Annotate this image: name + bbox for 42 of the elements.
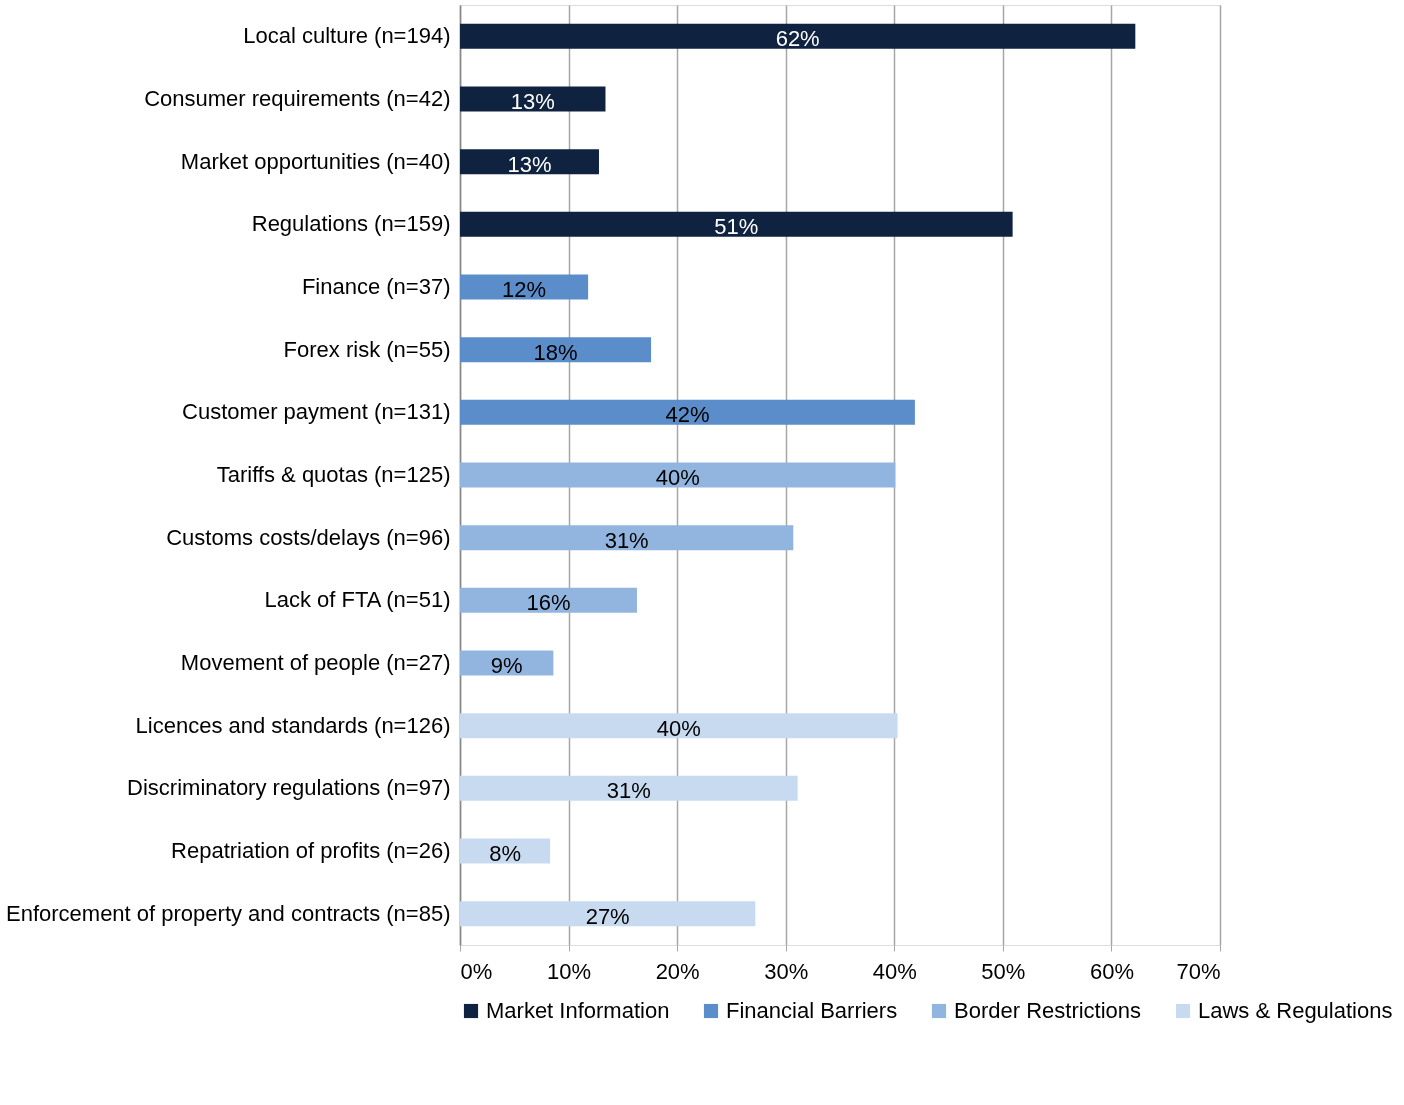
y-tick-label: Enforcement of property and contracts (n=85) bbox=[5, 900, 451, 926]
data-label: 42% bbox=[665, 402, 710, 428]
x-tick-label: 10% bbox=[547, 958, 592, 984]
data-label: 13% bbox=[510, 89, 555, 114]
y-tick-label: Tariffs & quotas (n=125) bbox=[216, 462, 451, 487]
y-tick-label: Local culture (n=194) bbox=[243, 23, 451, 49]
x-tick-label: 70% bbox=[1176, 958, 1221, 984]
data-label: 8% bbox=[489, 841, 521, 866]
x-tick-label: 40% bbox=[872, 958, 917, 984]
data-label: 13% bbox=[507, 151, 552, 177]
y-tick-label: Regulations (n=159) bbox=[251, 211, 451, 237]
data-label: 12% bbox=[502, 277, 547, 302]
data-label: 40% bbox=[655, 465, 700, 490]
y-tick-label: Finance (n=37) bbox=[301, 274, 451, 299]
legend-label: Border Restrictions bbox=[954, 998, 1142, 1023]
data-label: 40% bbox=[656, 715, 701, 741]
data-label: 16% bbox=[526, 590, 571, 616]
data-label: 18% bbox=[533, 339, 578, 365]
data-label: 62% bbox=[775, 26, 820, 52]
y-tick-label: Repatriation of profits (n=26) bbox=[171, 838, 451, 863]
x-tick-label: 20% bbox=[655, 958, 700, 984]
legend-label: Market Information bbox=[486, 998, 670, 1023]
y-tick-label: Discriminatory regulations (n=97) bbox=[127, 775, 451, 801]
x-tick-label: 60% bbox=[1089, 958, 1134, 984]
data-label: 27% bbox=[585, 903, 630, 929]
legend-label: Financial Barriers bbox=[726, 998, 898, 1023]
data-label: 9% bbox=[490, 653, 523, 678]
x-tick-label: 30% bbox=[764, 958, 809, 984]
y-tick-label: Forex risk (n=55) bbox=[283, 336, 451, 362]
data-label: 31% bbox=[604, 527, 649, 553]
y-tick-label: Customs costs/delays (n=96) bbox=[166, 524, 451, 550]
y-tick-label: Lack of FTA (n=51) bbox=[264, 587, 451, 613]
y-tick-label: Consumer requirements (n=42) bbox=[144, 86, 451, 111]
data-label: 31% bbox=[606, 778, 651, 804]
y-tick-label: Customer payment (n=131) bbox=[182, 399, 451, 425]
x-tick-label: 0% bbox=[460, 958, 493, 984]
y-tick-label: Licences and standards (n=126) bbox=[135, 712, 451, 738]
legend-label: Laws & Regulations bbox=[1198, 998, 1393, 1023]
x-tick-label: 50% bbox=[981, 958, 1026, 984]
y-tick-label: Market opportunities (n=40) bbox=[180, 148, 451, 174]
data-label: 51% bbox=[714, 214, 759, 240]
y-tick-label: Movement of people (n=27) bbox=[180, 650, 451, 675]
